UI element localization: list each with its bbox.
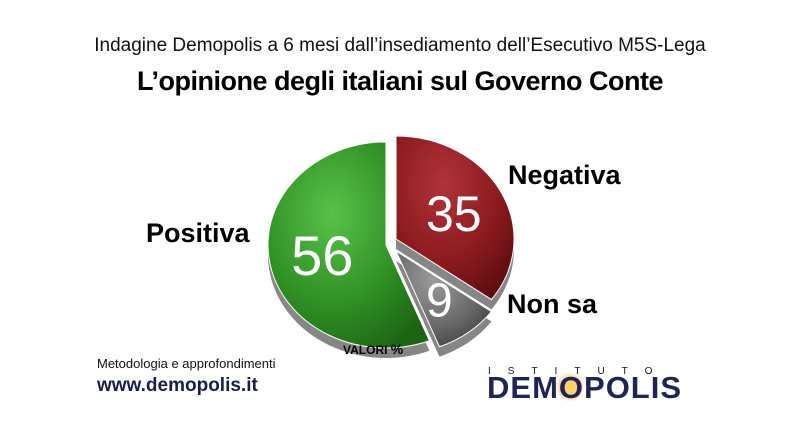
pie-slice-negativa xyxy=(395,135,515,301)
brand-logo-o: O xyxy=(558,370,585,405)
slice-value-negativa: 35 xyxy=(426,186,482,242)
methodology-text: Metodologia e approfondimenti xyxy=(97,356,276,371)
slice-value-positiva: 56 xyxy=(291,224,353,287)
website-link[interactable]: www.demopolis.it xyxy=(97,375,258,396)
chart-subtitle: Indagine Demopolis a 6 mesi dall’insedia… xyxy=(94,35,706,56)
slice-label-positiva: Positiva xyxy=(146,218,250,248)
brand-logo-end: POLIS xyxy=(584,370,683,405)
units-text: VALORI xyxy=(343,343,388,357)
slice-label-negativa: Negativa xyxy=(508,160,621,190)
brand-logo-start: DEM xyxy=(487,370,559,405)
slice-label-non-sa: Non sa xyxy=(507,289,598,319)
brand-logo: DEMOPOLIS xyxy=(487,370,682,406)
slice-value-non-sa: 9 xyxy=(426,275,453,328)
pie-slice-positiva xyxy=(267,141,431,349)
units-symbol: % xyxy=(390,341,404,357)
pie-slice-non-sa xyxy=(394,249,493,348)
units-label: VALORI % xyxy=(343,341,403,357)
chart-title: L’opinione degli italiani sul Governo Co… xyxy=(136,66,664,96)
